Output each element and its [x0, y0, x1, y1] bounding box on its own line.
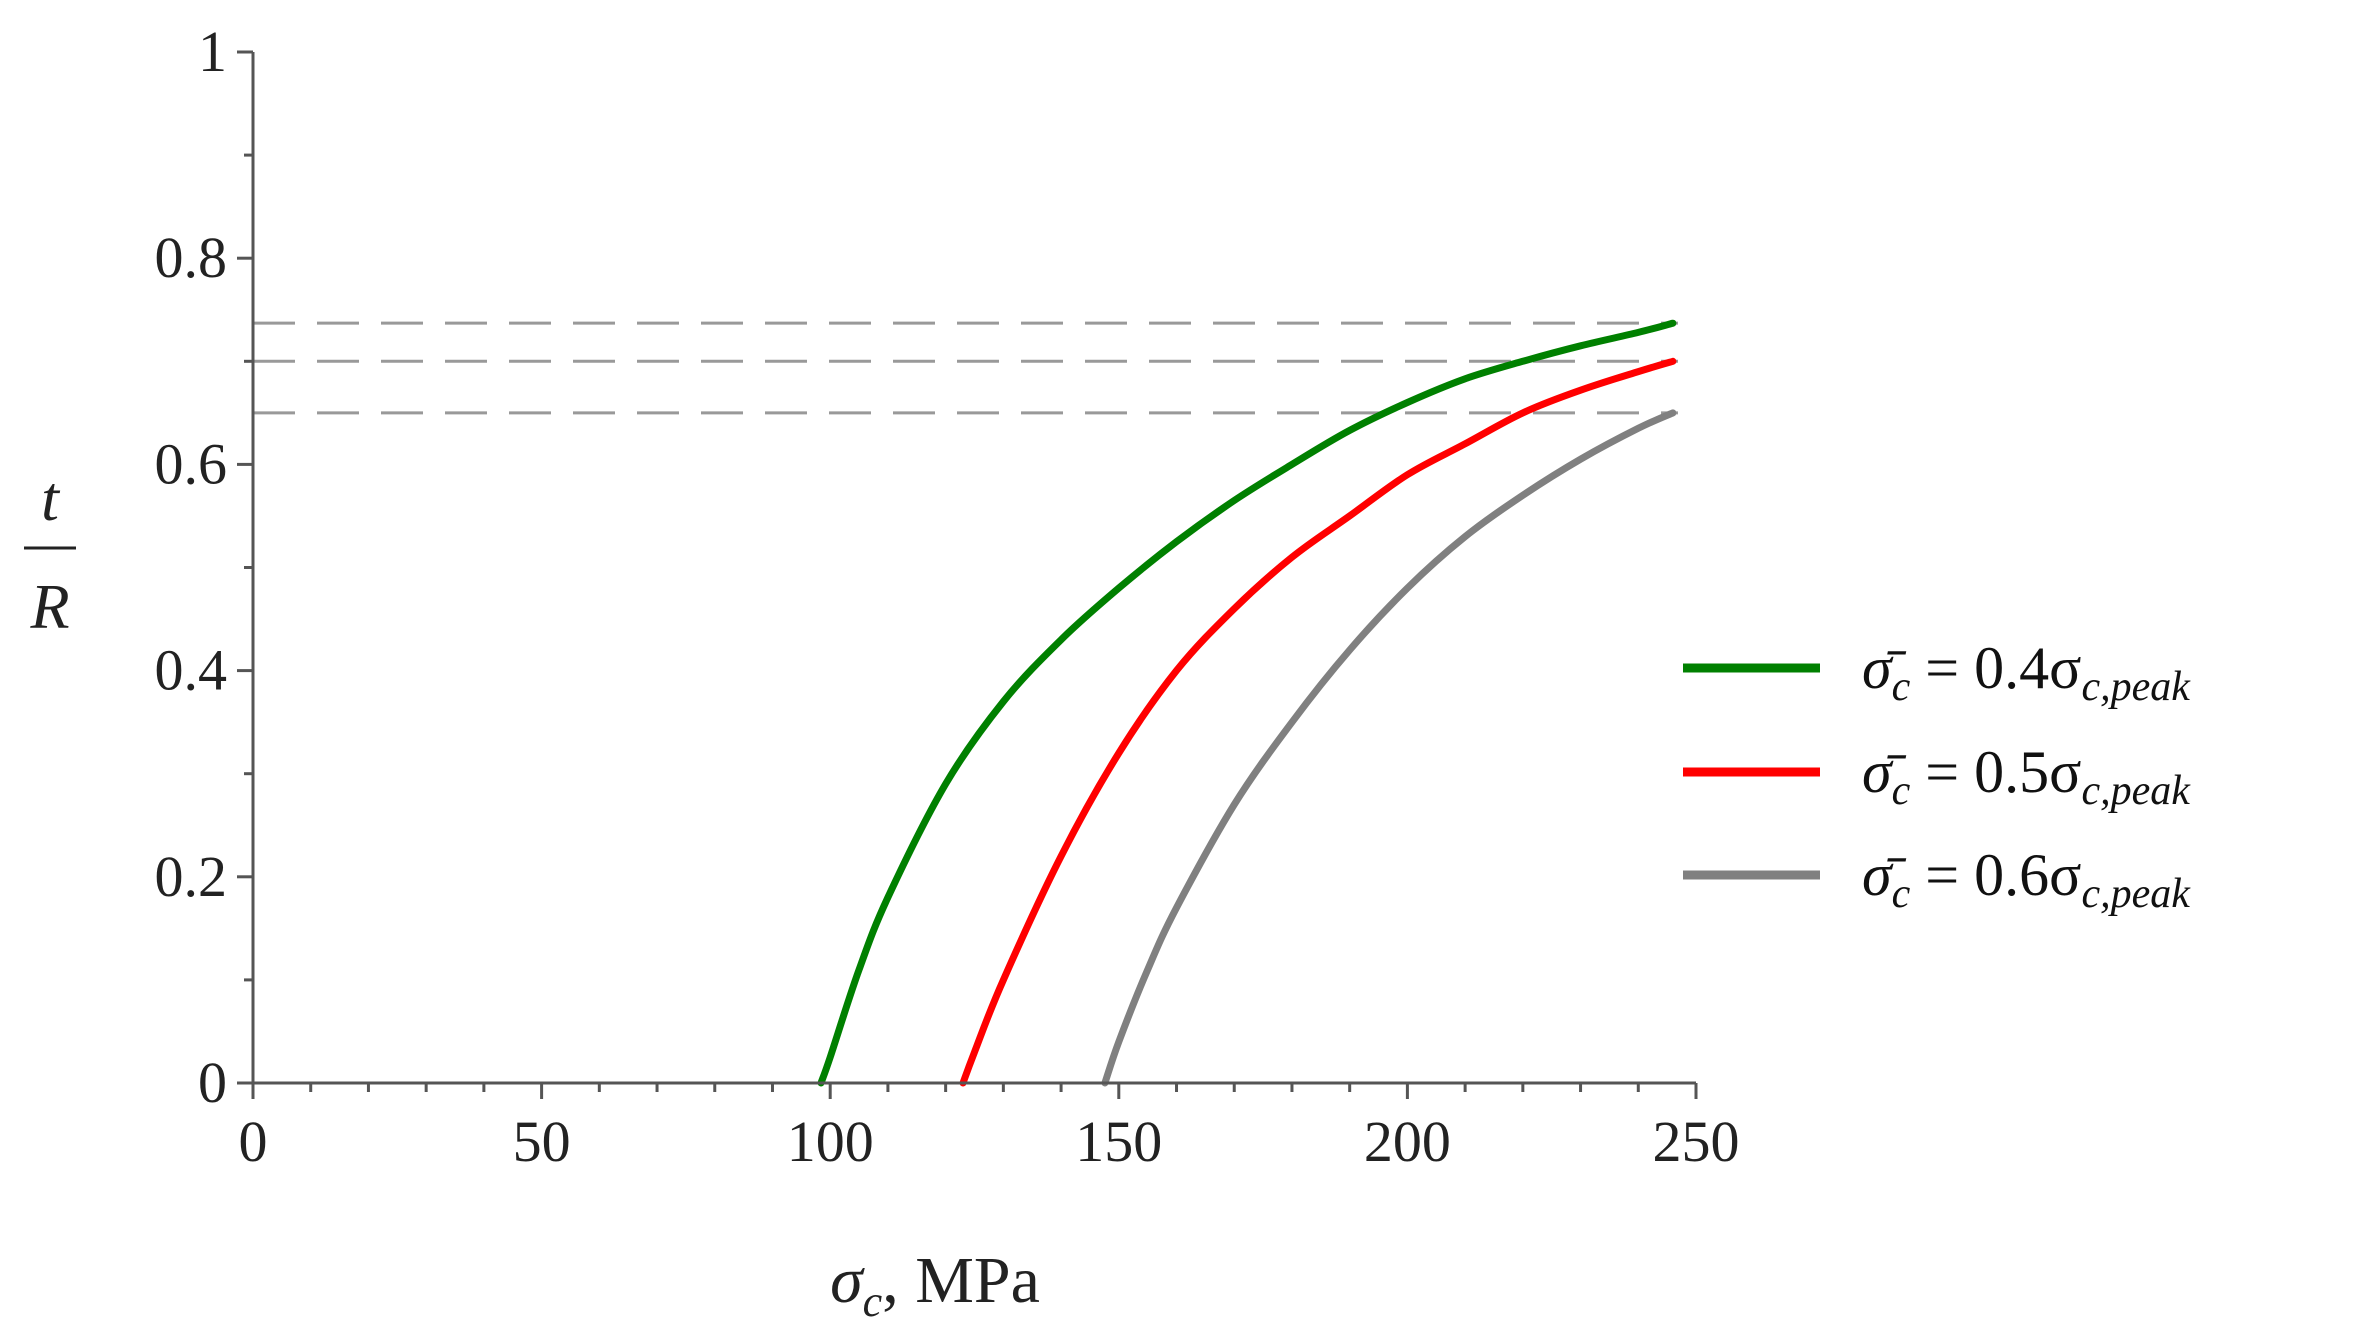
axes — [251, 52, 1696, 1085]
y-tick-label: 1 — [198, 19, 227, 84]
legend-label-1: σ̄c = 0.4σc,peak — [1862, 635, 2191, 710]
tick-labels: 0 50 100 150 200 250 0 0.2 0.4 0.6 0.8 1 — [155, 19, 1740, 1174]
y-tick-label: 0.8 — [155, 225, 228, 290]
x-tick-label: 150 — [1075, 1109, 1162, 1174]
y-axis-label: t R — [24, 463, 76, 642]
x-tick-label: 50 — [513, 1109, 571, 1174]
x-tick-label: 250 — [1653, 1109, 1740, 1174]
y-tick-label: 0 — [198, 1050, 227, 1115]
x-tick-label: 0 — [239, 1109, 268, 1174]
series-lines — [817, 319, 1677, 1087]
legend: σ̄c = 0.4σc,peak σ̄c = 0.5σc,peak σ̄c = 0.… — [1683, 635, 2191, 917]
y-tick-label: 0.6 — [155, 431, 228, 496]
x-axis-label: σc, MPa — [830, 1244, 1040, 1326]
y-axis-label-denominator: R — [29, 571, 69, 642]
legend-label-2: σ̄c = 0.5σc,peak — [1862, 739, 2191, 814]
reference-lines — [253, 321, 1678, 415]
x-tick-label: 200 — [1364, 1109, 1451, 1174]
legend-label-3: σ̄c = 0.6σc,peak — [1862, 842, 2191, 917]
x-axis-label-symbol: σ — [830, 1244, 865, 1317]
y-tick-label: 0.4 — [155, 638, 228, 703]
x-axis-label-subscript: c — [863, 1277, 883, 1326]
series-line-3 — [1101, 409, 1677, 1087]
y-tick-label: 0.2 — [155, 844, 228, 909]
x-tick-label: 100 — [787, 1109, 874, 1174]
x-axis-label-unit: , MPa — [882, 1244, 1040, 1317]
series-line-1 — [817, 319, 1677, 1087]
ticks — [237, 50, 1698, 1099]
y-axis-label-numerator: t — [41, 463, 61, 534]
series-line-2 — [959, 357, 1677, 1087]
